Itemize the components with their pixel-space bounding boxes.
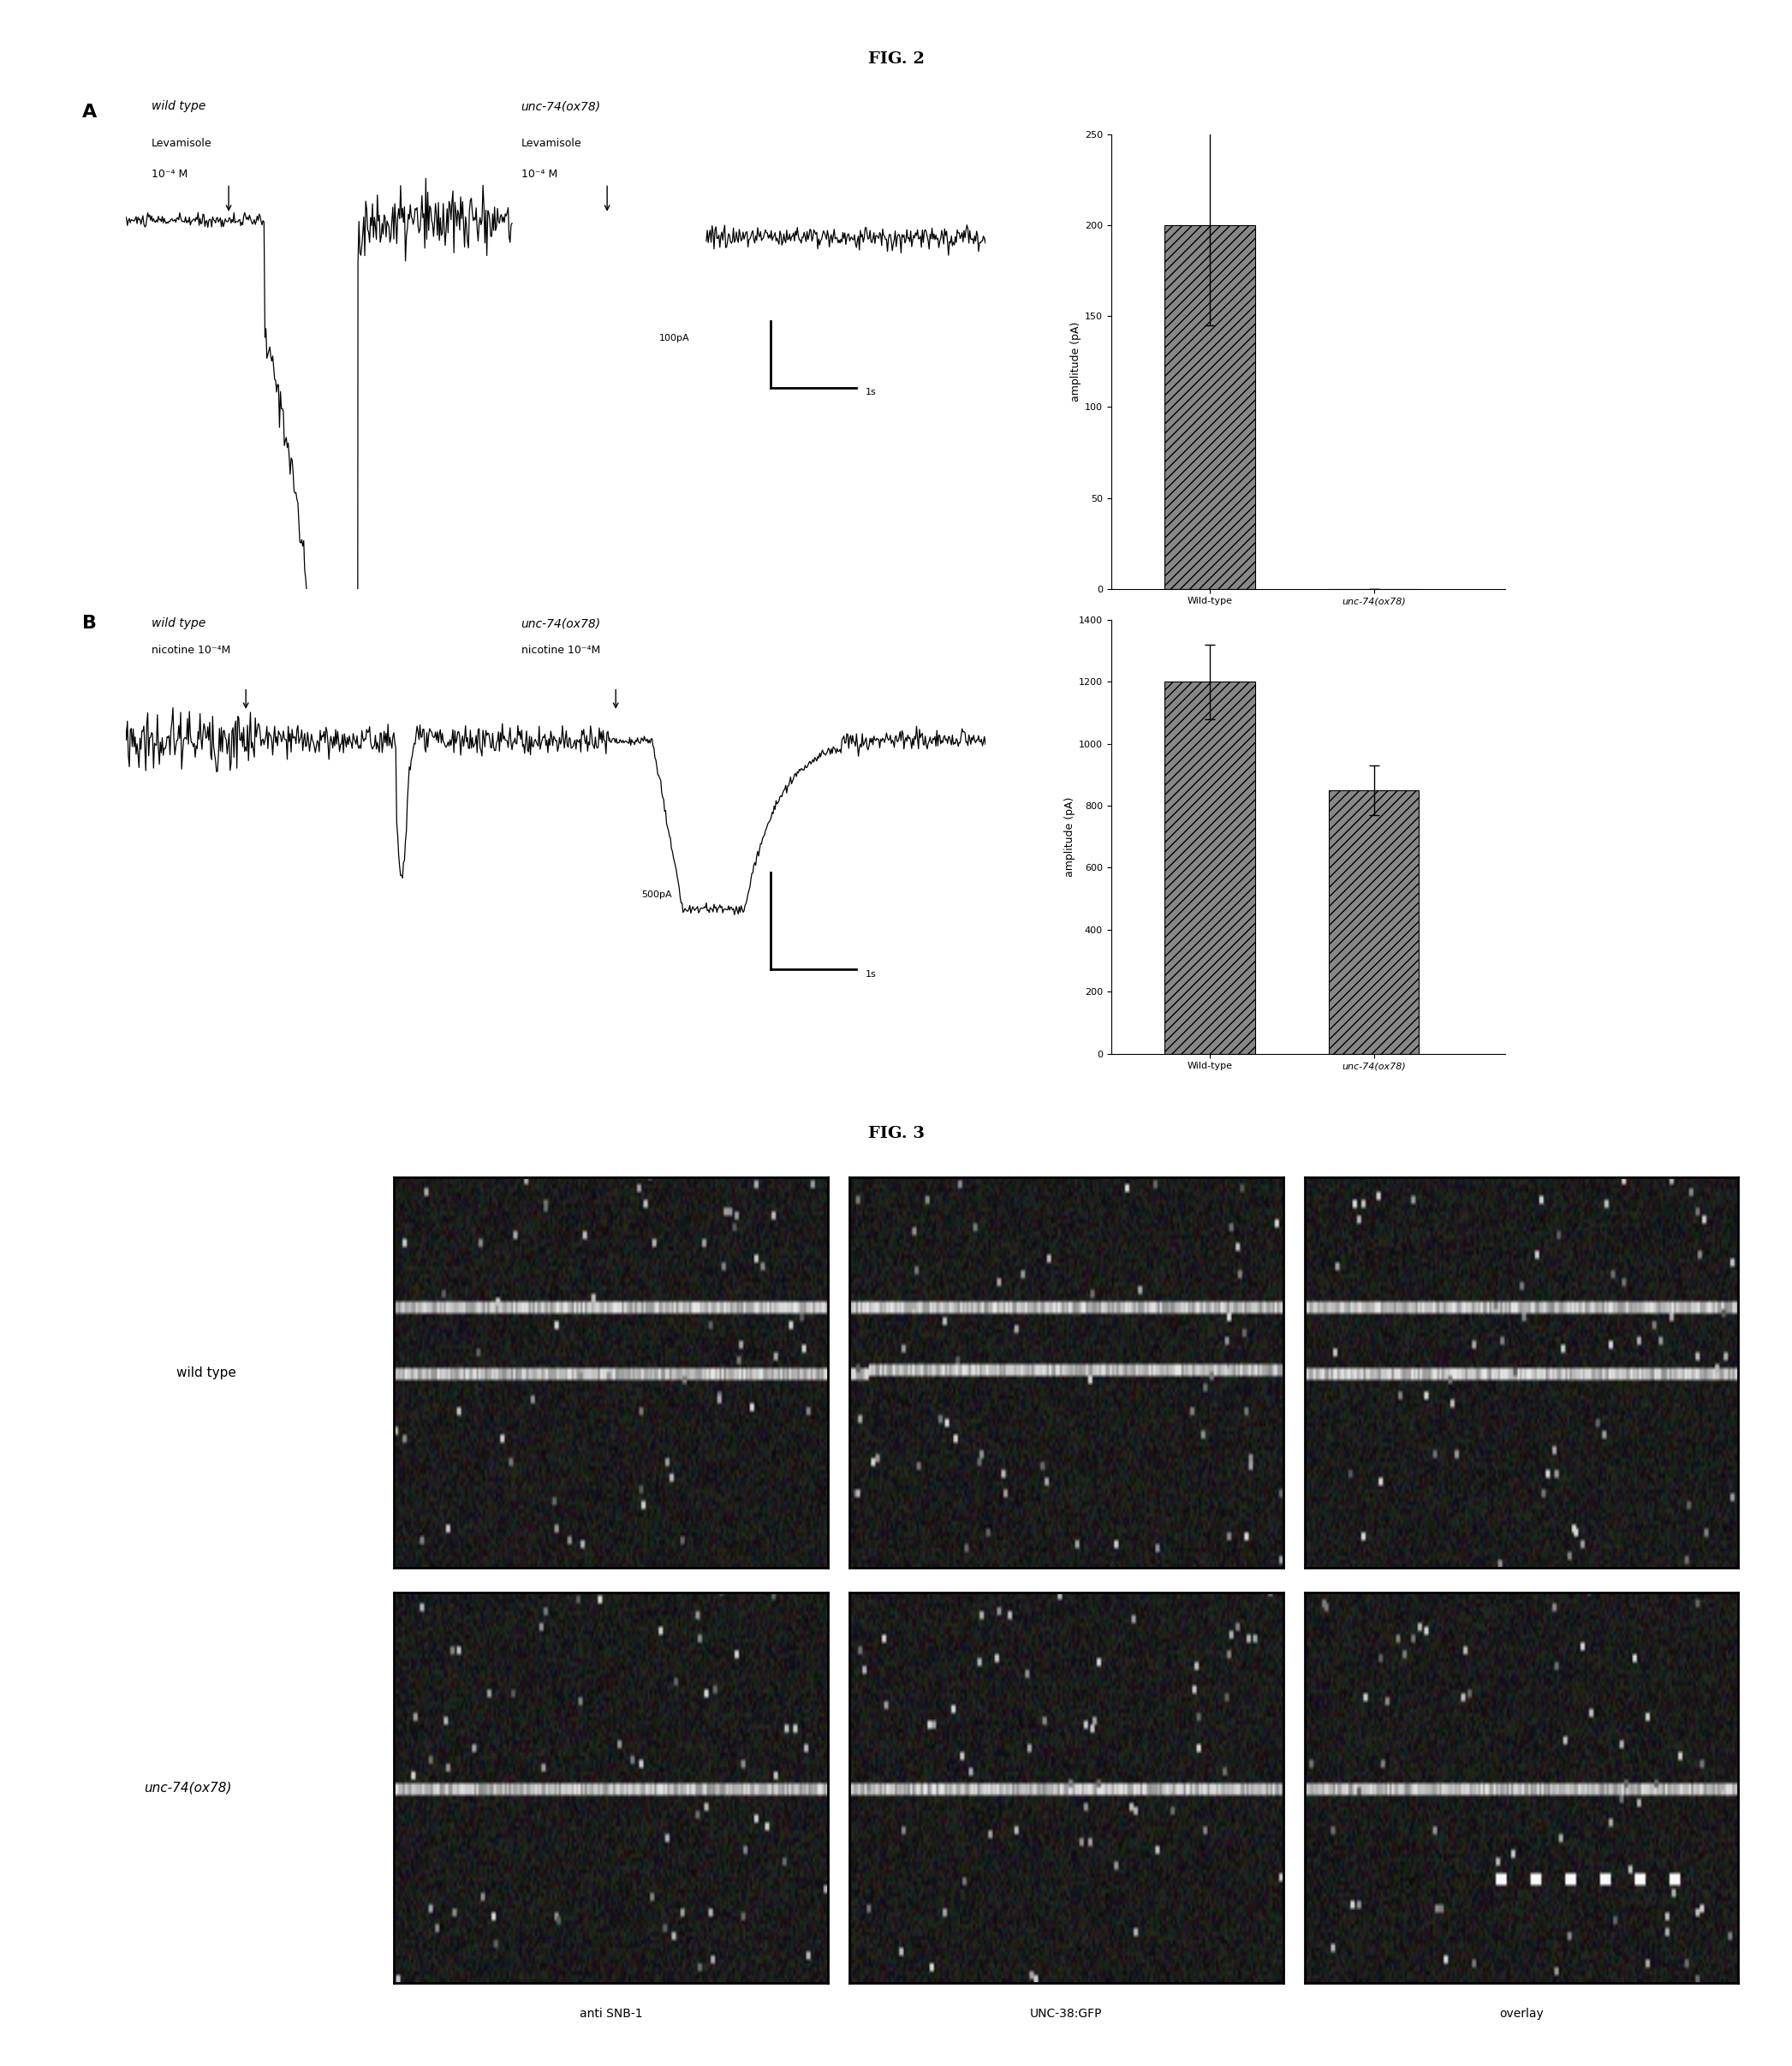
Text: 10⁻⁴ M: 10⁻⁴ M <box>151 169 188 180</box>
Text: unc-74(ox78): unc-74(ox78) <box>521 101 600 112</box>
Text: unc-74(ox78): unc-74(ox78) <box>521 618 600 630</box>
Text: 10⁻⁴ M: 10⁻⁴ M <box>521 169 557 180</box>
Bar <box>1328 791 1419 1054</box>
Text: anti SNB-1: anti SNB-1 <box>579 2008 643 2021</box>
Text: 1s: 1s <box>866 388 876 397</box>
Bar <box>1165 682 1254 1054</box>
Text: UNC-38:GFP: UNC-38:GFP <box>1030 2008 1102 2021</box>
Text: wild type: wild type <box>176 1366 237 1380</box>
Y-axis label: amplitude (pA): amplitude (pA) <box>1070 322 1081 401</box>
Text: Levamisole: Levamisole <box>151 138 211 149</box>
Text: nicotine 10⁻⁴M: nicotine 10⁻⁴M <box>521 645 600 657</box>
Text: unc-74(ox78): unc-74(ox78) <box>145 1781 231 1795</box>
Text: 500pA: 500pA <box>642 890 672 899</box>
Text: overlay: overlay <box>1500 2008 1543 2021</box>
Text: wild type: wild type <box>151 618 206 630</box>
Text: Levamisole: Levamisole <box>521 138 582 149</box>
Text: wild type: wild type <box>151 101 206 112</box>
Text: B: B <box>82 616 97 632</box>
Text: FIG. 3: FIG. 3 <box>867 1126 925 1140</box>
Text: 1s: 1s <box>866 969 876 977</box>
Text: 100pA: 100pA <box>659 335 690 343</box>
Text: A: A <box>82 103 97 120</box>
Text: FIG. 2: FIG. 2 <box>867 52 925 66</box>
Bar <box>1165 225 1254 589</box>
Y-axis label: amplitude (pA): amplitude (pA) <box>1064 797 1075 876</box>
Text: nicotine 10⁻⁴M: nicotine 10⁻⁴M <box>151 645 229 657</box>
